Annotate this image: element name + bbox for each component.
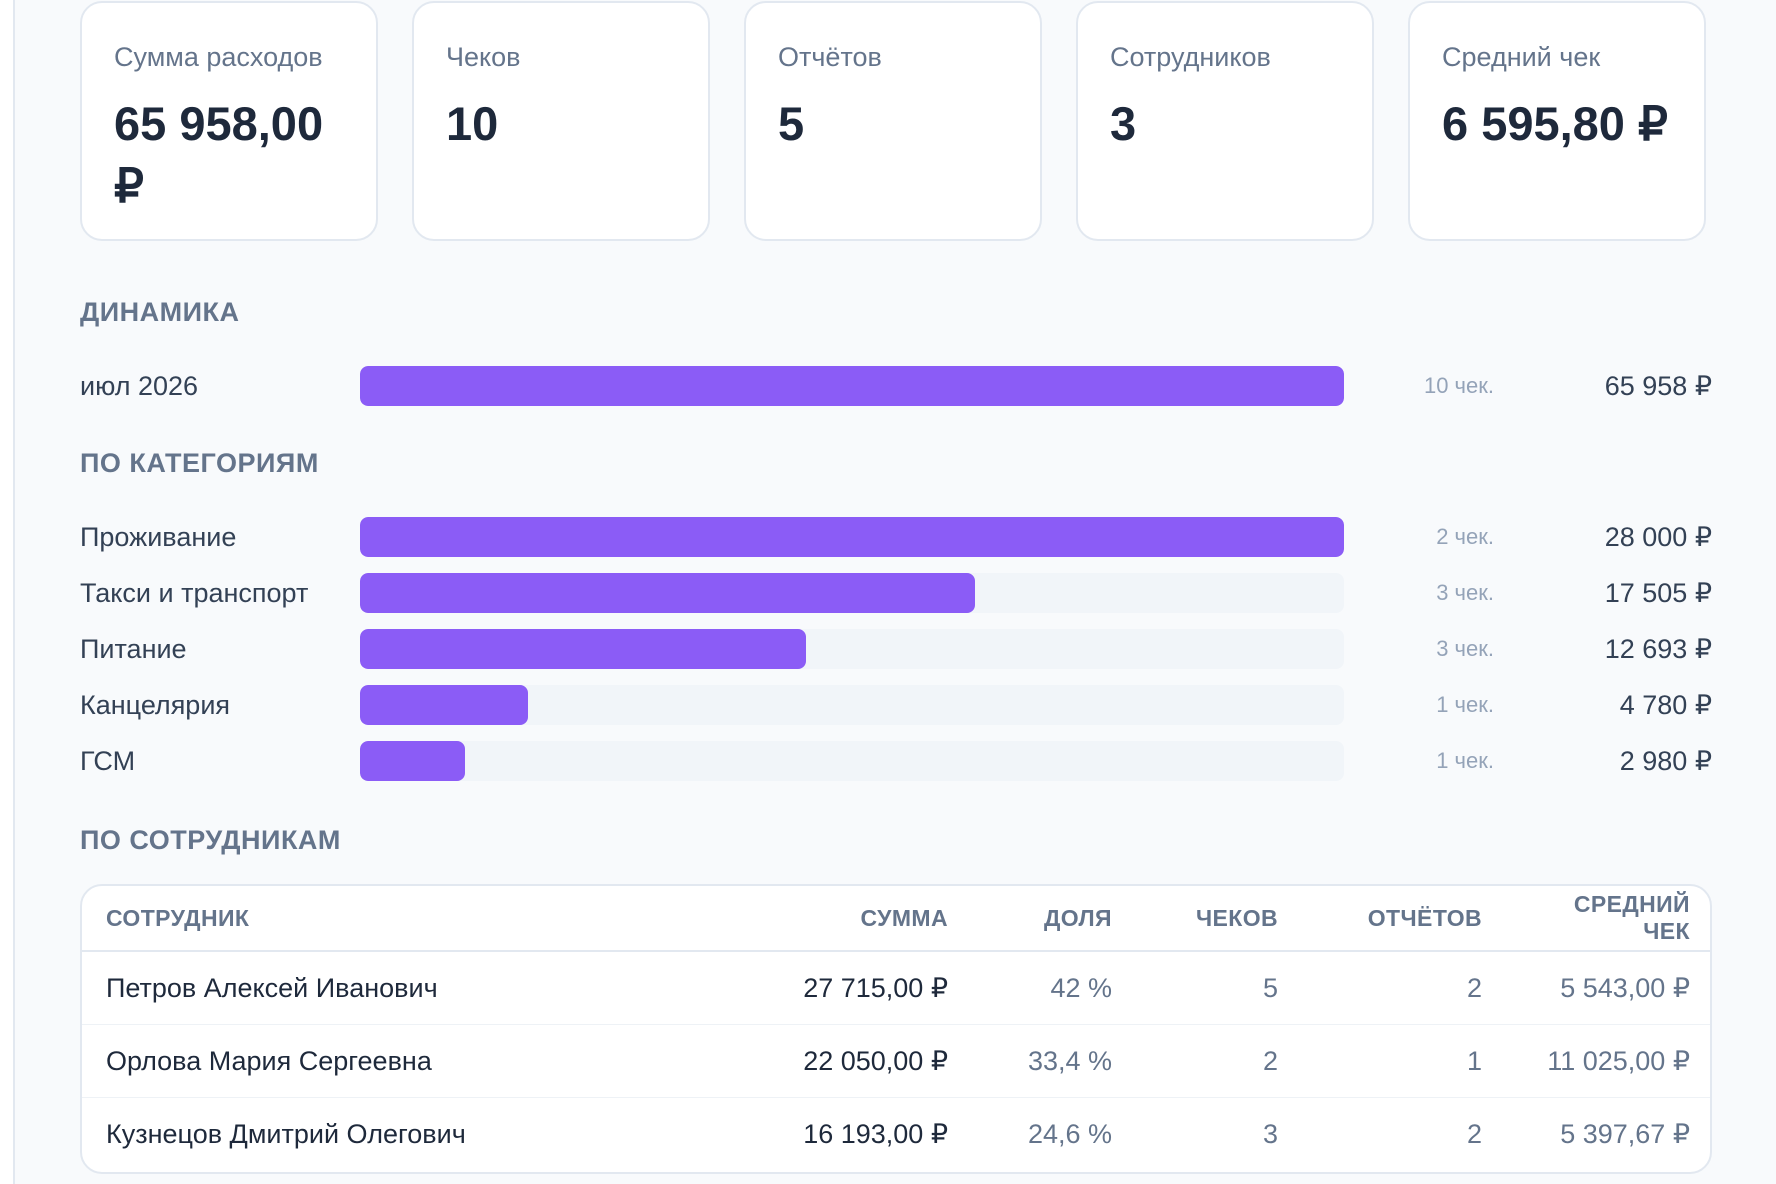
bar-amount: 28 000 ₽ — [1604, 521, 1712, 552]
bar-label: Проживание — [80, 521, 237, 552]
bar-track — [360, 741, 1344, 781]
cell-average: 11 025,00 ₽ — [1506, 1024, 1710, 1098]
bar-amount: 12 693 ₽ — [1604, 633, 1712, 664]
cell-employee-name: Кузнецов Дмитрий Олегович — [106, 1118, 466, 1149]
bar-amount: 4 780 ₽ — [1619, 689, 1712, 720]
bar-track — [360, 366, 1344, 406]
cell-share: 24,6 % — [1027, 1118, 1112, 1149]
category-row: Питание 3 чек. 12 693 ₽ — [80, 629, 1712, 669]
kpi-value: 3 — [1110, 97, 1137, 150]
bar-count: 10 чек. — [1423, 373, 1494, 398]
cell-reports: 1 — [1302, 1024, 1506, 1098]
kpi-label: Отчётов — [778, 42, 882, 72]
section-title: ПО КАТЕГОРИЯМ — [80, 448, 319, 478]
kpi-card-employees: Сотрудников 3 — [1076, 1, 1374, 241]
column-header-reports[interactable]: ОТЧЁТОВ — [1302, 886, 1506, 952]
bar-label: Питание — [80, 633, 187, 664]
dynamics-row: июл 2026 10 чек. 65 958 ₽ — [80, 366, 1712, 406]
cell-average: 5 397,67 ₽ — [1560, 1118, 1690, 1149]
bar-label: Такси и транспорт — [80, 577, 309, 608]
kpi-label: Сумма расходов — [114, 42, 323, 72]
bar-fill — [360, 629, 807, 669]
kpi-card-total-expenses: Сумма расходов 65 958,00 ₽ — [80, 1, 378, 241]
cell-receipts: 2 — [1136, 1024, 1302, 1098]
category-row: ГСМ 1 чек. 2 980 ₽ — [80, 741, 1712, 781]
bar-count: 1 чек. — [1436, 692, 1494, 717]
bar-fill — [360, 366, 1344, 406]
cell-share: 42 % — [972, 951, 1136, 1025]
cell-sum: 16 193,00 ₽ — [803, 1118, 948, 1149]
employees-table-card: СОТРУДНИК СУММА ДОЛЯ ЧЕКОВ ОТЧЁТОВ СРЕДН… — [80, 884, 1712, 1174]
cell-reports: 2 — [1302, 951, 1506, 1025]
bar-count: 3 чек. — [1436, 636, 1494, 661]
cell-reports: 2 — [1466, 1118, 1482, 1149]
bar-fill — [360, 573, 976, 613]
column-header-employee[interactable]: СОТРУДНИК — [82, 886, 602, 952]
bar-count: 2 чек. — [1436, 524, 1494, 549]
bar-amount: 2 980 ₽ — [1619, 745, 1712, 776]
bar-fill — [360, 685, 528, 725]
kpi-value: 10 — [446, 97, 499, 150]
column-header-share[interactable]: ДОЛЯ — [972, 886, 1136, 952]
category-row: Проживание 2 чек. 28 000 ₽ — [80, 517, 1712, 557]
categories-section: ПО КАТЕГОРИЯМ Проживание 2 чек. 28 000 ₽… — [80, 447, 1712, 781]
cell-receipts: 5 — [1136, 951, 1302, 1025]
bar-track — [360, 517, 1344, 557]
table-row[interactable]: Петров Алексей Иванович 27 715,00 ₽ 42 %… — [82, 951, 1710, 1025]
category-row: Такси и транспорт 3 чек. 17 505 ₽ — [80, 573, 1712, 613]
kpi-card-receipts: Чеков 10 — [412, 1, 710, 241]
kpi-cards: Сумма расходов 65 958,00 ₽ Чеков 10 Отчё… — [80, 1, 1712, 241]
table-header-row: СОТРУДНИК СУММА ДОЛЯ ЧЕКОВ ОТЧЁТОВ СРЕДН… — [82, 886, 1710, 952]
kpi-label: Средний чек — [1442, 42, 1601, 72]
bar-fill — [360, 741, 465, 781]
kpi-value: 65 958,00 ₽ — [114, 97, 324, 212]
bar-count: 1 чек. — [1436, 748, 1494, 773]
kpi-value: 5 — [778, 97, 805, 150]
column-header-sum[interactable]: СУММА — [602, 886, 972, 952]
cell-employee-name: Орлова Мария Сергеевна — [82, 1024, 602, 1098]
bar-fill — [360, 517, 1344, 557]
bar-label: ГСМ — [80, 745, 136, 776]
cell-sum: 22 050,00 ₽ — [602, 1024, 972, 1098]
cell-sum: 27 715,00 ₽ — [602, 951, 972, 1025]
table-row[interactable]: Орлова Мария Сергеевна 22 050,00 ₽ 33,4 … — [82, 1024, 1710, 1098]
bar-count: 3 чек. — [1436, 580, 1494, 605]
cell-receipts: 3 — [1262, 1118, 1278, 1149]
kpi-card-average-receipt: Средний чек 6 595,80 ₽ — [1408, 1, 1706, 241]
bar-amount: 17 505 ₽ — [1604, 577, 1712, 608]
employees-table: СОТРУДНИК СУММА ДОЛЯ ЧЕКОВ ОТЧЁТОВ СРЕДН… — [82, 886, 1710, 1171]
dynamics-section: ДИНАМИКА июл 2026 10 чек. 65 958 ₽ — [80, 296, 1712, 406]
bar-label: Канцелярия — [80, 689, 231, 720]
bar-track — [360, 629, 1344, 669]
table-row[interactable]: Кузнецов Дмитрий Олегович 16 193,00 ₽ 24… — [82, 1098, 1710, 1171]
report-content: Сумма расходов 65 958,00 ₽ Чеков 10 Отчё… — [80, 0, 1712, 1174]
kpi-label: Сотрудников — [1110, 42, 1271, 72]
category-rows: Проживание 2 чек. 28 000 ₽ Такси и транс… — [80, 517, 1712, 781]
page-left-edge — [0, 0, 15, 1184]
column-header-average[interactable]: СРЕДНИЙ ЧЕК — [1506, 886, 1710, 952]
bar-amount: 65 958 ₽ — [1604, 370, 1712, 401]
kpi-card-reports: Отчётов 5 — [744, 1, 1042, 241]
kpi-value: 6 595,80 ₽ — [1442, 97, 1668, 150]
cell-average: 5 543,00 ₽ — [1506, 951, 1710, 1025]
bar-label: июл 2026 — [80, 370, 199, 401]
bar-track — [360, 573, 1344, 613]
section-title: ПО СОТРУДНИКАМ — [80, 825, 341, 855]
kpi-label: Чеков — [446, 42, 521, 72]
cell-share: 33,4 % — [972, 1024, 1136, 1098]
cell-employee-name: Петров Алексей Иванович — [82, 951, 602, 1025]
bar-track — [360, 685, 1344, 725]
section-title: ДИНАМИКА — [80, 297, 240, 327]
column-header-receipts[interactable]: ЧЕКОВ — [1136, 886, 1302, 952]
category-row: Канцелярия 1 чек. 4 780 ₽ — [80, 685, 1712, 725]
